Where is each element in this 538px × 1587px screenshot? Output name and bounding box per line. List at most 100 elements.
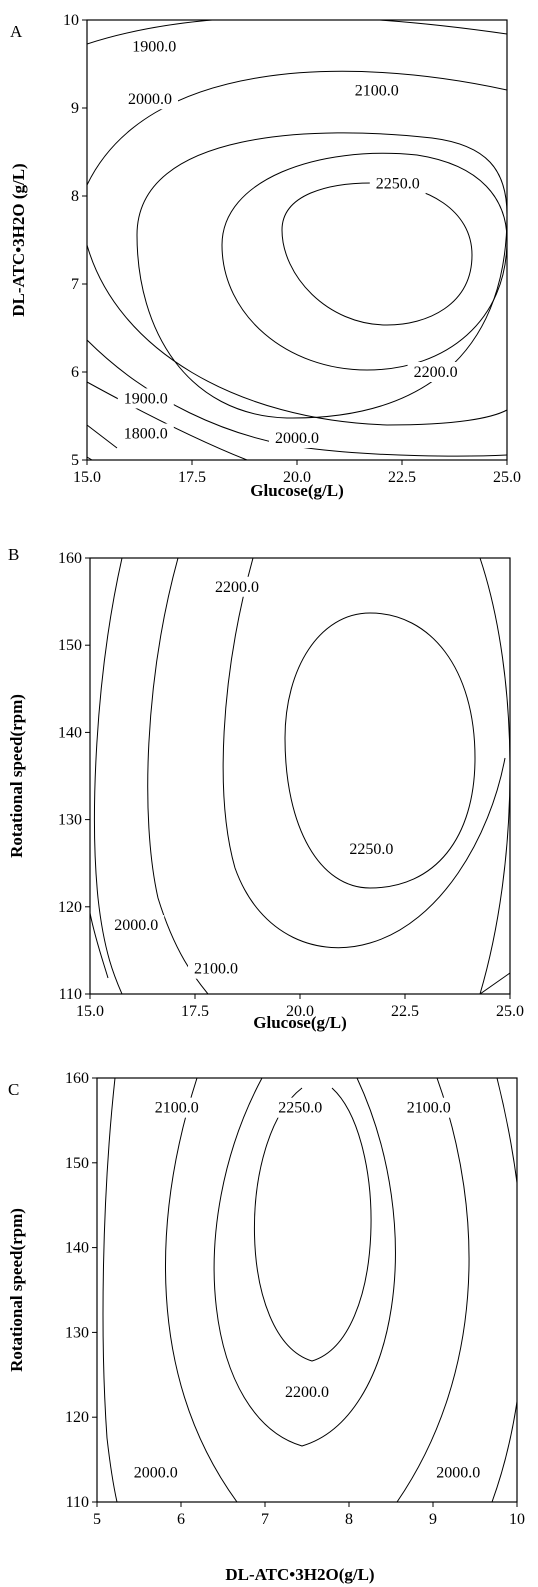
panel-c-contour-2100-right	[396, 1078, 470, 1502]
x-tick-label: 20.0	[286, 1003, 314, 1020]
contour-label: 1900.0	[132, 38, 176, 55]
contour-label: 2100.0	[155, 1100, 199, 1117]
contour-label: 2200.0	[215, 579, 259, 596]
contour-label: 2250.0	[376, 176, 420, 193]
y-tick-label: 6	[71, 364, 79, 381]
panel-a-contour-2250-ellipse	[281, 182, 473, 326]
contour-label-background	[209, 576, 265, 597]
panel-a-y-axis-title: DL-ATC•3H2O (g/L)	[9, 163, 28, 316]
panel-c-frame	[96, 1077, 518, 1503]
panel-a-contour-1900-top	[87, 20, 507, 45]
panel-b-contour-labels: 2200.0 2250.0 2000.0 2100.0	[108, 576, 400, 979]
y-tick-label: 110	[66, 1494, 89, 1511]
panel-c-contour-2000-right	[491, 1078, 517, 1502]
panel-b-letter: B	[8, 545, 19, 564]
contour-label: 2100.0	[194, 961, 238, 978]
x-tick-label: 15.0	[76, 1003, 104, 1020]
contour-label: 2000.0	[134, 1464, 178, 1481]
y-tick-label: 160	[58, 550, 82, 567]
panel-c-plot-area	[97, 1078, 517, 1502]
panel-c-x-axis-title: DL-ATC•3H2O(g/L)	[225, 1565, 374, 1584]
panel-a-x-ticks: 15.0 17.5 20.0 22.5 25.0	[73, 460, 521, 486]
contour-label-background	[148, 1097, 205, 1118]
y-tick-label: 7	[71, 276, 79, 293]
panel-b-plot-area	[90, 558, 510, 994]
x-tick-label: 17.5	[178, 469, 206, 486]
panel-c-y-ticks: 110 120 130 140 150 160	[65, 1070, 97, 1511]
contour-label-background	[108, 915, 165, 936]
panel-a-contour-2100-ellipse	[136, 132, 507, 419]
panel-a: A 1900.0 2000.0 2100.0 2250.0 2200.0 1900.0 18…	[9, 12, 521, 500]
x-tick-label: 7	[261, 1511, 269, 1528]
x-tick-label: 9	[429, 1511, 437, 1528]
panel-b: B 2200.0 2250.0 2000.0 2100.0 15.0 17.5 20.0 2…	[7, 545, 524, 1032]
panel-a-contour-2200-ellipse	[221, 152, 507, 371]
y-tick-label: 150	[58, 637, 82, 654]
x-tick-label: 15.0	[73, 469, 101, 486]
x-tick-label: 17.5	[181, 1003, 209, 1020]
contour-label-background	[400, 1097, 457, 1118]
x-tick-label: 22.5	[388, 469, 416, 486]
panel-b-contour-2200	[222, 558, 506, 949]
panel-c-contour-2200	[213, 1078, 396, 1447]
y-tick-label: 120	[65, 1409, 89, 1426]
y-tick-label: 8	[71, 188, 79, 205]
panel-c-y-axis-title: Rotational speed(rpm)	[7, 1208, 26, 1372]
contour-label: 1800.0	[124, 426, 168, 443]
contour-label: 1900.0	[124, 390, 168, 407]
x-tick-label: 5	[93, 1511, 101, 1528]
panel-b-contour-2250	[284, 612, 476, 889]
contour-label-background	[188, 958, 244, 979]
panel-b-y-ticks: 110 120 130 140 150 160	[58, 550, 90, 1003]
contour-label-background	[122, 89, 178, 110]
contour-label: 2000.0	[275, 430, 319, 447]
contour-label: 2000.0	[128, 91, 172, 108]
x-tick-label: 20.0	[283, 469, 311, 486]
panel-a-y-ticks: 5 6 7 8 9 10	[63, 12, 87, 469]
panel-b-contour-2000-left	[94, 558, 123, 994]
panel-c-contour-2100-left	[165, 1078, 238, 1502]
contour-label-background	[343, 839, 400, 860]
y-tick-label: 130	[65, 1324, 89, 1341]
y-tick-label: 130	[58, 812, 82, 829]
contour-label-background	[127, 1462, 184, 1483]
panel-c-letter: C	[8, 1080, 19, 1099]
panel-b-x-axis-title: Glucose(g/L)	[253, 1013, 347, 1032]
y-tick-label: 160	[65, 1070, 89, 1087]
contour-label: 2000.0	[114, 917, 158, 934]
y-tick-label: 140	[58, 724, 82, 741]
panel-b-y-axis-title: Rotational speed(rpm)	[7, 694, 26, 858]
y-tick-label: 9	[71, 100, 79, 117]
contour-label: 2100.0	[407, 1100, 451, 1117]
panel-b-contour-2100-right	[479, 558, 510, 994]
panel-c-contour-2250	[253, 1087, 372, 1362]
y-tick-label: 10	[63, 12, 79, 29]
y-tick-label: 150	[65, 1155, 89, 1172]
panel-c-contour-labels: 2100.0 2250.0 2100.0 2200.0 2000.0 2000.0	[127, 1097, 487, 1483]
x-tick-label: 25.0	[493, 469, 521, 486]
panel-a-x-axis-title: Glucose(g/L)	[250, 481, 344, 500]
contour-label-background	[126, 36, 183, 57]
x-tick-label: 6	[177, 1511, 185, 1528]
x-tick-label: 25.0	[496, 1003, 524, 1020]
contour-label: 2100.0	[355, 82, 399, 99]
contour-label: 2200.0	[414, 364, 458, 381]
y-tick-label: 110	[59, 986, 82, 1003]
panel-b-contour-1900-corner	[90, 912, 109, 979]
panel-b-contour-lower-right	[479, 972, 510, 994]
contour-label-background	[269, 428, 325, 448]
panel-a-contour-1800-bottom	[87, 424, 118, 449]
panel-c-x-ticks: 5 6 7 8 9 10	[93, 1502, 525, 1528]
panel-a-contour-2000-top	[87, 70, 507, 186]
contour-label-background	[369, 173, 426, 194]
contour-label: 2250.0	[349, 841, 393, 858]
contour-label-background	[272, 1097, 329, 1118]
contour-label-background	[407, 362, 464, 382]
contour-label-background	[117, 388, 174, 409]
panel-a-contour-labels: 1900.0 2000.0 2100.0 2250.0 2200.0 1900.0 1800…	[117, 36, 464, 448]
panel-a-letter: A	[10, 22, 23, 41]
contour-label-background	[348, 80, 405, 101]
x-tick-label: 22.5	[391, 1003, 419, 1020]
y-tick-label: 120	[58, 899, 82, 916]
